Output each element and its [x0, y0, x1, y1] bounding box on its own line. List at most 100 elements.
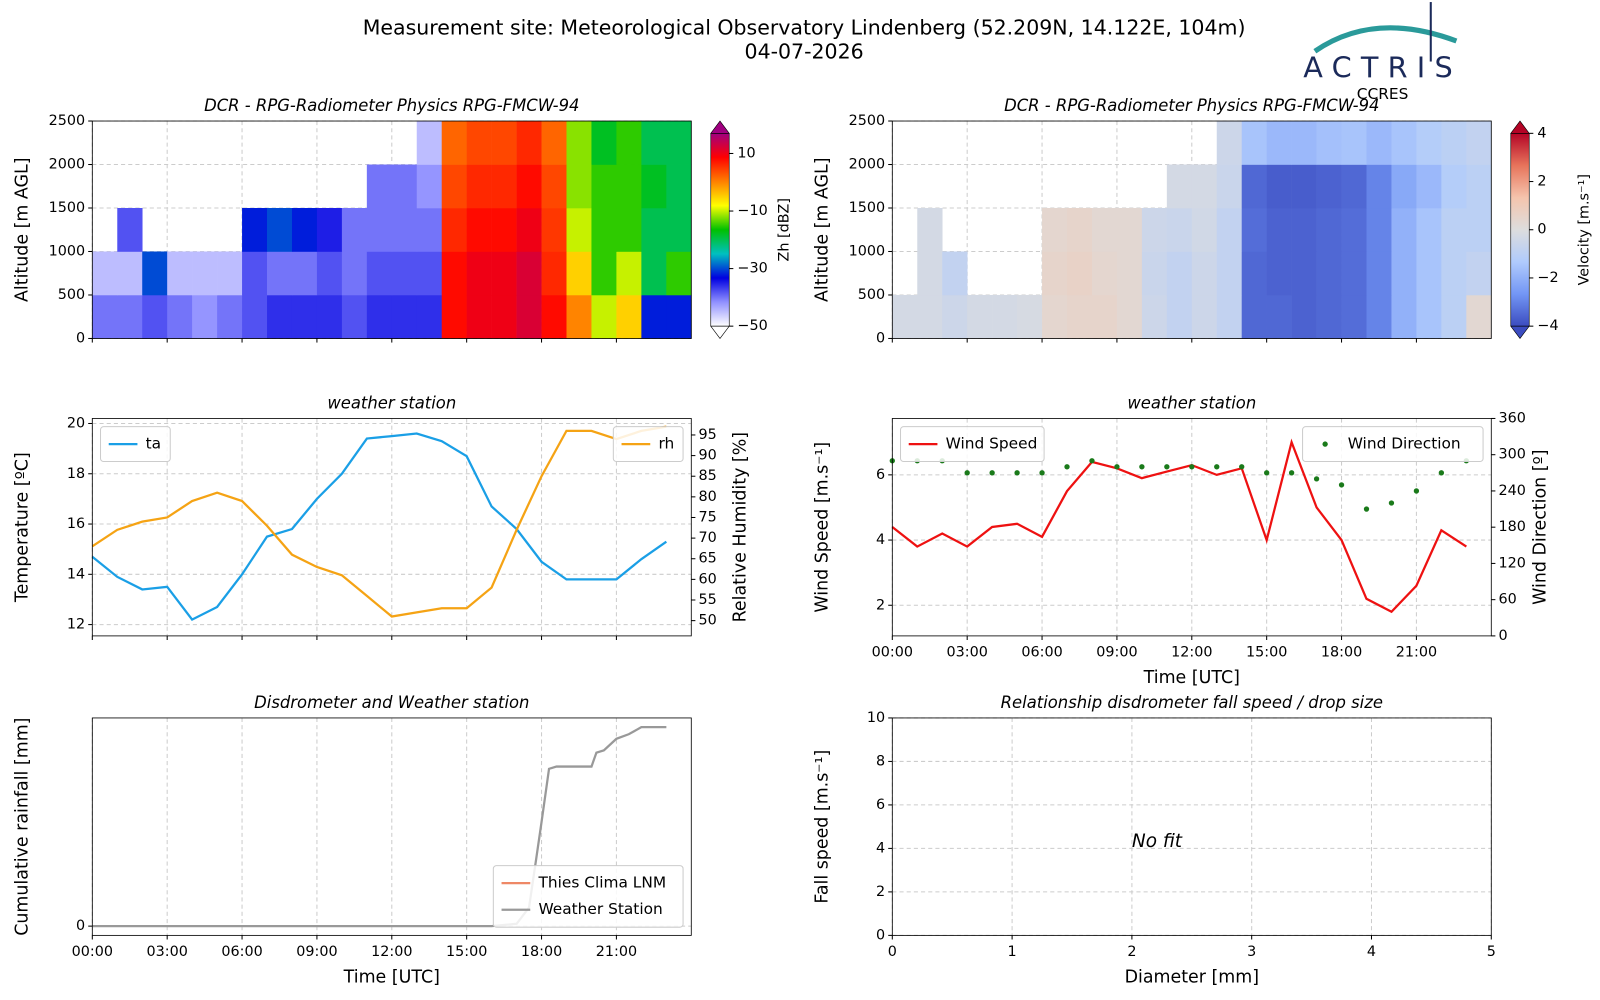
heat-cell — [441, 164, 467, 209]
x-tick-label: 00:00 — [72, 944, 113, 960]
heat-cell — [1216, 164, 1243, 209]
heat-cell — [1391, 164, 1417, 209]
heat-cell — [441, 251, 467, 296]
heat-cell — [1441, 208, 1467, 252]
wind-direction-point — [1413, 488, 1420, 494]
heat-cell — [616, 294, 642, 339]
colorbar-tick-label: −2 — [1537, 270, 1558, 286]
y-axis-label: Wind Speed [m.s⁻¹] — [813, 442, 833, 613]
heat-cell — [1091, 251, 1118, 296]
heat-cell — [541, 208, 567, 252]
y-tick-label: 6 — [876, 797, 885, 813]
y-tick-label: 18 — [67, 466, 85, 482]
series-line — [91, 432, 668, 622]
heat-cell — [1291, 121, 1317, 165]
y-axis-label: Cumulative rainfall [mm] — [13, 718, 33, 936]
heat-cell — [391, 208, 418, 252]
colorbar-tick-label: 10 — [737, 145, 755, 161]
heat-cell — [1416, 294, 1442, 339]
heat-cell — [1067, 294, 1093, 339]
heat-cell — [641, 164, 667, 209]
heat-cell — [1116, 208, 1143, 252]
y-axis-label: Fall speed [m.s⁻¹] — [813, 750, 833, 904]
annotation: No fit — [1132, 831, 1183, 852]
heat-cell — [1316, 164, 1342, 209]
heat-cell — [1241, 121, 1267, 165]
wind-direction-point — [1388, 500, 1395, 506]
heat-cell — [1416, 251, 1442, 296]
x-axis-label: Time [UTC] — [1143, 668, 1240, 688]
wind-direction-point — [1039, 470, 1045, 476]
y2-tick-label: 95 — [698, 427, 716, 443]
x-tick-label: 06:00 — [1021, 644, 1062, 660]
heat-cell — [942, 251, 968, 296]
series-line — [891, 438, 1467, 614]
heat-cell — [117, 294, 143, 339]
heat-cell — [1466, 121, 1492, 165]
legend-label: ta — [146, 435, 161, 453]
axes-frame — [891, 717, 1492, 936]
heat-cell — [1166, 208, 1193, 252]
legend-label: Thies Clima LNM — [537, 874, 666, 892]
heat-cell — [541, 294, 567, 339]
plot-area — [892, 717, 1492, 936]
heat-cell — [316, 251, 343, 296]
heat-cell — [641, 208, 667, 252]
y-tick-label: 14 — [67, 566, 85, 582]
legend-box — [1302, 426, 1484, 463]
y-axis-label: Temperature [ºC] — [13, 452, 33, 603]
heat-cell — [416, 164, 443, 209]
heat-cell — [1416, 164, 1442, 209]
heat-cell — [117, 251, 143, 296]
y2-tick-label: 70 — [698, 530, 716, 546]
heat-cell — [167, 251, 193, 296]
heat-cell — [92, 294, 118, 339]
heat-cell — [491, 294, 517, 339]
heat-cell — [566, 121, 592, 165]
logo-subtitle: CCRES — [1357, 85, 1409, 103]
heat-cell — [641, 251, 667, 296]
y2-tick-label: 60 — [698, 571, 716, 587]
wind-direction-point — [1313, 476, 1320, 482]
y-tick-label: 0 — [876, 927, 885, 943]
heat-cell — [917, 294, 943, 339]
colorbar-tick-label: 0 — [1537, 222, 1546, 238]
heat-cell — [1241, 294, 1267, 339]
heat-cell — [316, 208, 343, 252]
y-tick-label: 20 — [67, 415, 85, 431]
y-tick-label: 0 — [76, 918, 85, 934]
heat-cell — [1441, 251, 1467, 296]
y2-tick-label: 80 — [698, 489, 716, 505]
y-tick-label: 2500 — [849, 113, 886, 129]
heat-cell — [192, 294, 218, 339]
heat-cell — [1266, 164, 1292, 209]
wind-direction-point — [1089, 458, 1095, 464]
heat-cell — [466, 164, 492, 209]
wind-direction-point — [1438, 470, 1445, 476]
heat-cell — [341, 208, 368, 252]
heat-cell — [416, 251, 443, 296]
wind-direction-point — [1064, 464, 1070, 470]
wind-direction-point — [1338, 482, 1345, 488]
heat-cell — [1416, 121, 1442, 165]
heat-cell — [1166, 251, 1193, 296]
y2-tick-label: 0 — [1498, 628, 1507, 644]
x-axis-label: Time [UTC] — [343, 967, 440, 987]
heat-cell — [1191, 294, 1218, 339]
panel-title: Relationship disdrometer fall speed / dr… — [1001, 693, 1383, 712]
heat-cell — [1067, 251, 1093, 296]
heat-cell — [666, 121, 692, 165]
heat-cell — [1341, 251, 1367, 296]
heat-cell — [641, 294, 667, 339]
heat-cell — [1291, 164, 1317, 209]
x-tick-label: 03:00 — [947, 644, 988, 660]
panel: −50 −30 −10 10 Zh [dBZ] 0 500 1000 1500 2000 2500 D… — [13, 96, 793, 346]
y-tick-label: 16 — [67, 516, 85, 532]
heat-cell — [1391, 294, 1417, 339]
heat-cell — [1391, 251, 1417, 296]
heat-cell — [1141, 251, 1168, 296]
heat-cell — [1341, 208, 1367, 252]
heat-cell — [167, 294, 193, 339]
colorbar-label: Zh [dBZ] — [777, 198, 793, 261]
colorbar-extend — [1510, 325, 1530, 339]
